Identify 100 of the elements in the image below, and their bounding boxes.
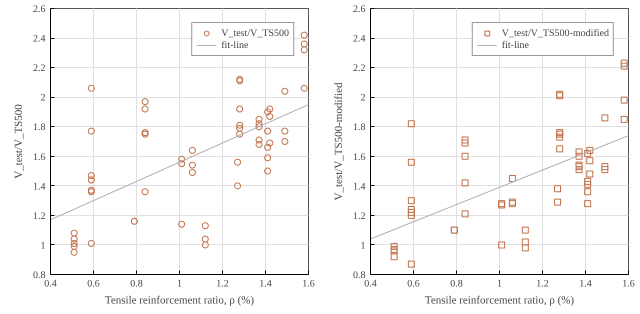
point [70,230,78,237]
point [300,32,308,39]
point [584,178,592,185]
y-tick-label: 1.6 [33,152,46,163]
point [70,248,78,256]
point [462,136,469,144]
point [554,198,562,206]
point [256,116,263,123]
x-tick-label: 1.4 [259,278,272,290]
point [620,116,628,123]
point [188,162,196,169]
point [554,185,562,192]
y-tick-label: 1 [360,240,366,252]
y-tick-label: 0.8 [33,270,46,281]
y-tick-label: 1 [40,240,46,252]
point [300,84,308,92]
point [498,241,506,248]
point [390,242,398,250]
point [576,166,583,174]
point [620,60,628,67]
y-tick-label: 2.2 [33,63,46,74]
y-tick-label: 2.2 [353,63,366,74]
x-axis-title: Tensile reinforcement ratio, ρ (%) [104,294,254,306]
point [236,105,244,112]
point [601,163,608,170]
x-tick-label: 1.2 [536,278,549,290]
y-tick-label: 1.4 [33,181,46,192]
point [264,154,272,162]
legend-label: V_test/V_TS500-modified [502,27,609,39]
y-tick-label: 1.2 [33,210,46,222]
point [408,212,415,219]
point [202,236,209,243]
point [236,122,244,129]
legend-label: fit-line [221,39,248,51]
x-tick-label: 0.6 [407,278,420,290]
point [266,139,274,146]
point [408,120,415,128]
point [586,146,594,154]
point [576,148,583,156]
point [556,134,564,141]
point [281,138,288,145]
point [70,236,78,243]
x-tick-label: 0.4 [44,278,57,290]
point [202,222,209,230]
x-tick-label: 1.6 [302,278,315,290]
point [601,114,608,122]
point [584,188,592,196]
point [462,210,469,218]
y-tick-label: 2.6 [353,4,366,15]
y-axis-title: V_test/V_TS500-modified [333,82,345,200]
point [408,158,415,166]
y-axis-title: V_test/V_TS500 [13,104,25,179]
y-tick-label: 1.8 [353,122,366,134]
point [142,98,149,106]
point [620,62,628,70]
point [522,244,529,252]
point [142,188,149,196]
point [281,88,288,95]
point [408,260,415,268]
x-tick-label: 1.6 [622,278,635,290]
x-tick-label: 0.6 [87,278,100,290]
point [266,112,274,120]
y-tick-label: 2.4 [33,34,46,45]
point [234,182,242,190]
point [178,220,186,228]
point [462,179,469,186]
point [462,152,469,160]
x-tick-label: 1.2 [216,278,229,290]
point [620,96,628,104]
point [408,208,415,216]
x-tick-label: 0.4 [364,278,377,290]
point [88,84,95,92]
x-tick-label: 0.8 [130,278,143,290]
legend-label: V_test/V_TS500 [221,27,289,39]
y-tick-label: 1.2 [353,210,366,222]
point [88,128,95,135]
y-tick-label: 1.6 [353,152,366,163]
point [584,180,592,188]
y-tick-label: 2 [360,92,366,104]
point [584,150,592,157]
point [522,238,529,246]
point [281,128,288,135]
point [142,105,149,112]
point [264,144,272,151]
point [300,46,308,54]
point [408,197,415,204]
point [601,166,608,174]
point [508,174,516,182]
point [390,253,398,260]
point [178,156,186,163]
y-tick-label: 2.4 [353,34,366,45]
point [264,168,272,175]
point [236,130,244,138]
y-tick-label: 2.6 [33,4,46,15]
point [178,160,186,168]
legend-label: fit-line [502,39,529,51]
point [586,157,594,164]
point [188,169,196,176]
x-tick-label: 0.8 [450,278,463,290]
point [300,40,308,48]
